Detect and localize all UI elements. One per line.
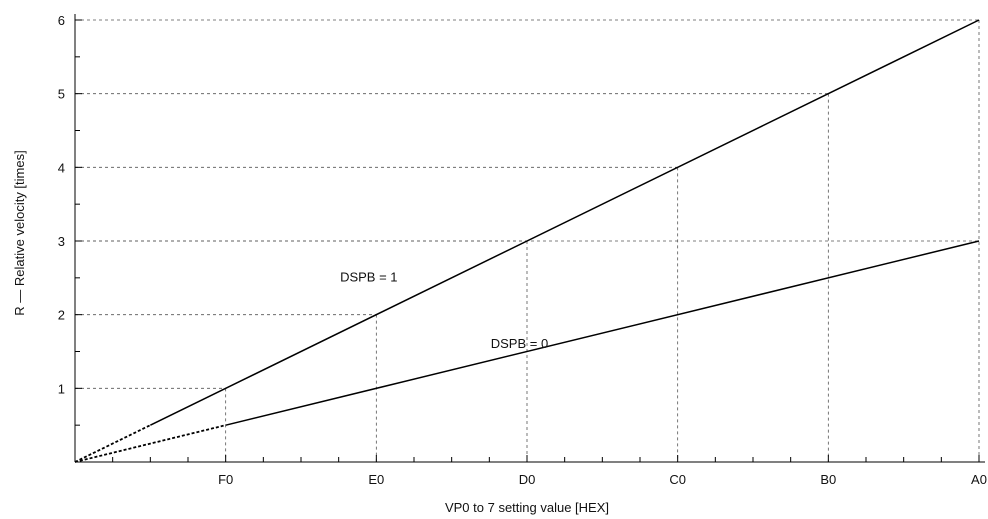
y-tick-label: 4 bbox=[58, 160, 65, 175]
grid-lines bbox=[75, 19, 980, 462]
series-line-dspb1 bbox=[150, 19, 980, 426]
y-tick-label: 3 bbox=[58, 234, 65, 249]
y-tick-label: 5 bbox=[58, 87, 65, 102]
y-tick-label: 1 bbox=[58, 381, 65, 396]
x-tick-label: B0 bbox=[820, 472, 836, 487]
series-line-dspb0 bbox=[225, 240, 980, 426]
x-tick-label: E0 bbox=[368, 472, 384, 487]
x-tick-label: C0 bbox=[669, 472, 686, 487]
series-line-dashed-start bbox=[74, 424, 151, 463]
x-tick-label: D0 bbox=[519, 472, 536, 487]
ticks bbox=[75, 19, 980, 462]
series-line-dashed-start bbox=[74, 424, 226, 463]
x-axis-label: VP0 to 7 setting value [HEX] bbox=[445, 500, 609, 515]
x-tick-label: A0 bbox=[971, 472, 987, 487]
series bbox=[74, 19, 980, 463]
y-tick-label: 6 bbox=[58, 13, 65, 28]
series-label-dspb0: DSPB = 0 bbox=[491, 336, 548, 351]
tick-labels: 1 2 3 4 5 6 F0 E0 D0 C0 B0 A0 bbox=[58, 13, 987, 487]
y-axis-label: R — Relative velocity [times] bbox=[12, 150, 27, 315]
x-tick-label: F0 bbox=[218, 472, 233, 487]
axes bbox=[74, 14, 985, 463]
series-label-dspb1: DSPB = 1 bbox=[340, 270, 397, 285]
y-tick-label: 2 bbox=[58, 308, 65, 323]
